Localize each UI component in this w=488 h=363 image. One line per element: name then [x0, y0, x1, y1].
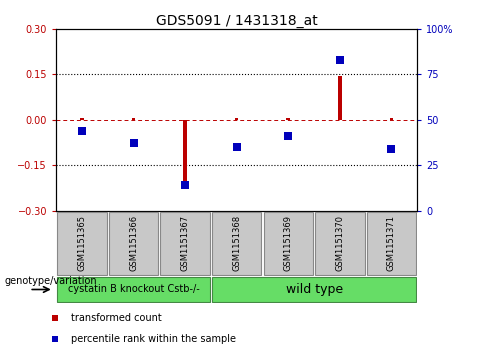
Text: GSM1151370: GSM1151370: [335, 215, 345, 271]
Text: GSM1151369: GSM1151369: [284, 215, 293, 271]
Bar: [264, 212, 313, 274]
Bar: [161, 212, 210, 274]
Text: GSM1151368: GSM1151368: [232, 215, 241, 271]
Text: GSM1151371: GSM1151371: [387, 215, 396, 271]
Bar: [80, 118, 84, 120]
Bar: [57, 212, 107, 274]
Bar: [212, 212, 262, 274]
Bar: [366, 212, 416, 274]
Bar: [132, 118, 135, 120]
Text: percentile rank within the sample: percentile rank within the sample: [71, 334, 236, 344]
Text: transformed count: transformed count: [71, 313, 162, 323]
Bar: [338, 76, 342, 120]
Text: GSM1151366: GSM1151366: [129, 215, 138, 271]
Title: GDS5091 / 1431318_at: GDS5091 / 1431318_at: [156, 14, 318, 28]
Text: wild type: wild type: [285, 283, 343, 296]
Text: GSM1151367: GSM1151367: [181, 215, 190, 271]
Text: genotype/variation: genotype/variation: [5, 276, 98, 286]
Text: cystatin B knockout Cstb-/-: cystatin B knockout Cstb-/-: [68, 285, 200, 294]
Text: GSM1151365: GSM1151365: [78, 215, 86, 271]
Bar: [183, 120, 187, 186]
Bar: [57, 277, 210, 302]
Bar: [235, 118, 239, 120]
Bar: [212, 277, 416, 302]
Bar: [109, 212, 158, 274]
Bar: [389, 118, 393, 120]
Bar: [286, 118, 290, 120]
Bar: [315, 212, 365, 274]
